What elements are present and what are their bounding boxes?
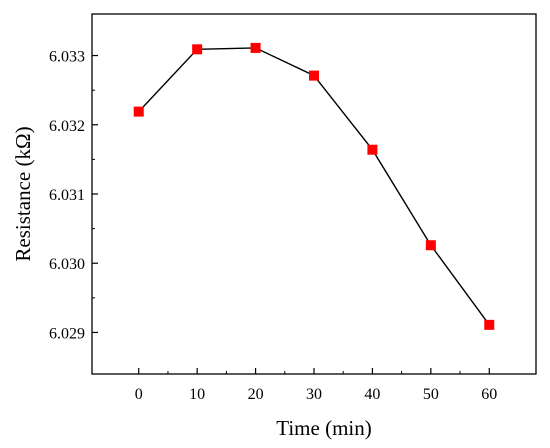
y-tick-label: 6.033: [49, 49, 85, 66]
x-tick-label: 30: [306, 386, 322, 403]
series-layer: [133, 42, 495, 330]
x-tick-label: 40: [364, 386, 380, 403]
data-point: [425, 240, 436, 251]
series-line: [138, 47, 490, 326]
x-tick-label: 20: [248, 386, 264, 403]
data-point: [309, 70, 319, 81]
data-point: [250, 42, 261, 53]
y-tick-label: 6.030: [49, 256, 85, 273]
y-axis-ticks: 6.029 6.030 6.031 6.032 6.033: [49, 49, 98, 342]
x-tick-label: 60: [481, 386, 497, 403]
y-tick-label: 6.029: [49, 325, 85, 342]
data-point: [133, 106, 144, 117]
x-tick-label: 50: [423, 386, 439, 403]
x-axis-ticks: 0 10 20 30 40 50 60: [135, 368, 497, 403]
plot-frame: [91, 13, 537, 375]
x-axis-label: Time (min): [276, 416, 371, 440]
data-point: [484, 319, 495, 330]
data-point: [367, 144, 378, 155]
x-tick-label: 0: [135, 386, 143, 403]
data-point: [192, 44, 203, 55]
y-tick-label: 6.031: [49, 187, 85, 204]
x-tick-label: 10: [189, 386, 205, 403]
axes: [91, 13, 537, 375]
y-tick-label: 6.032: [49, 118, 85, 135]
y-axis-label: Resistance (kΩ): [11, 126, 35, 261]
